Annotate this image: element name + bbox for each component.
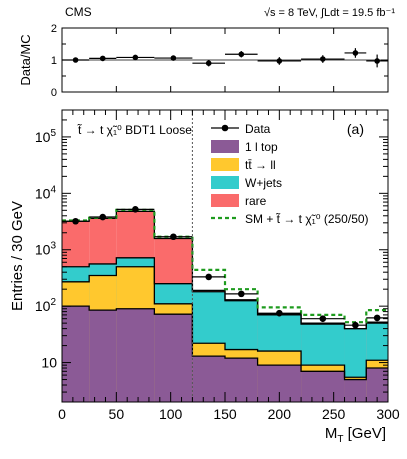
ytick-label: 10 [41, 355, 57, 371]
xtick-label: 150 [213, 406, 237, 422]
xtick-label: 0 [58, 406, 66, 422]
data-point [99, 213, 107, 221]
data-point [276, 309, 283, 317]
ratio-point [320, 56, 326, 62]
legend-label: 1 l top [245, 140, 278, 154]
x-axis-label: MT [GeV] [325, 425, 386, 445]
legend-swatch [211, 194, 239, 207]
plot-area [62, 208, 388, 402]
data-point [373, 314, 381, 322]
legend-label: tt̄ → ll [245, 158, 276, 172]
legend-label: SM + t̃ → t χ̃₁⁰ (250/50) [245, 211, 369, 226]
xtick-label: 200 [268, 406, 292, 422]
stack-bar [366, 368, 388, 402]
data-point [72, 217, 79, 225]
legend-swatch [211, 158, 239, 171]
ratio-point [205, 60, 212, 66]
ratio-point [132, 54, 139, 61]
y-axis-label: Entries / 30 GeV [9, 201, 26, 311]
legend-label: W+jets [245, 176, 282, 190]
stack-outline [62, 305, 388, 381]
ratio-point [99, 55, 106, 62]
data-point [352, 321, 359, 329]
legend-label: Data [245, 122, 271, 136]
main-panel: 10 102 103 104 105 0 50 100 150 200 250 300 MT [GeV]… [9, 109, 400, 445]
stack-bar [89, 310, 117, 402]
data-point [238, 290, 245, 298]
cms-label: CMS [65, 5, 92, 19]
ratio-ytick-label: 2 [51, 23, 57, 35]
stack-bar [301, 371, 345, 402]
xtick-label: 50 [109, 406, 125, 422]
ytick-label: 103 [35, 241, 57, 258]
ratio-point [352, 50, 359, 56]
legend-swatch [211, 176, 239, 189]
xtick-label: 100 [159, 406, 183, 422]
ratio-ylabel: Data/MC [18, 34, 33, 85]
stack-bar [116, 308, 155, 402]
data-point [132, 206, 139, 213]
data-point [205, 273, 212, 281]
legend-data-marker [221, 124, 229, 132]
stack-bar [154, 314, 193, 402]
ratio-point [276, 58, 283, 64]
xtick-label: 250 [322, 406, 346, 422]
selection-annotation: t̃ → t χ̃₁⁰ BDT1 Loose [77, 122, 193, 137]
ratio-point [374, 58, 380, 64]
stack-outline [62, 266, 388, 378]
ratio-ytick-label: 1 [51, 55, 57, 67]
ytick-label: 104 [35, 184, 57, 201]
ratio-point [238, 51, 245, 58]
ytick-label: 105 [35, 128, 57, 145]
ratio-ytick-label: 0 [51, 87, 57, 99]
ratio-point [170, 55, 177, 61]
stack-bar [344, 379, 367, 402]
data-point [319, 315, 327, 322]
panel-label: (a) [347, 121, 364, 137]
legend-label: rare [245, 194, 267, 208]
data-point [170, 233, 177, 241]
signal-total-line [62, 208, 388, 324]
stack-bar [225, 358, 258, 402]
stack-bar [192, 356, 225, 402]
stack-bar [62, 306, 90, 402]
legend-swatch [211, 140, 239, 153]
energy-lumi-label: √s = 8 TeV, ∫Ldt = 19.5 fb⁻¹ [264, 7, 395, 19]
ratio-point [72, 57, 79, 63]
ytick-label: 102 [35, 297, 57, 314]
ratio-panel: 0 1 2 Data/MC [18, 23, 389, 99]
xtick-label: 300 [376, 406, 400, 422]
